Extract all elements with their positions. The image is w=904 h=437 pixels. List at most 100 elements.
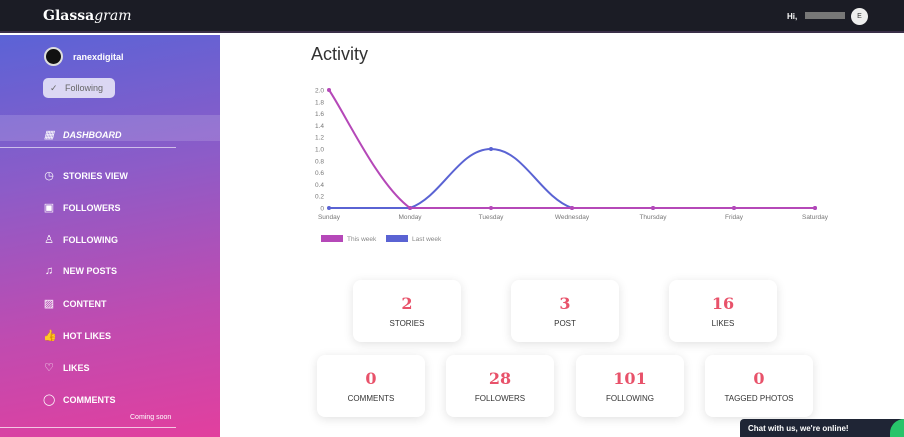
sidebar-item-label: FOLLOWERS [63, 202, 121, 213]
sidebar: ranexdigital ✓ Following ▦ DASHBOARD ◷ STORI… [0, 35, 220, 437]
sidebar-item-label: HOT LIKES [63, 330, 112, 341]
x-tick-label: Thursday [639, 214, 667, 221]
sidebar-item-label: LIKES [63, 362, 90, 373]
x-tick-label: Tuesday [479, 214, 504, 221]
sidebar-item-stories-view[interactable]: ◷ STORIES VIEW [43, 169, 128, 182]
stat-value: 0 [365, 369, 377, 388]
sidebar-item-label: CONTENT [63, 298, 107, 309]
followers-icon: ▣ [43, 202, 55, 214]
data-point [489, 206, 493, 210]
stat-card-post[interactable]: 3 POST [511, 280, 619, 342]
stat-card-likes[interactable]: 16 LIKES [669, 280, 777, 342]
sidebar-item-hot-likes[interactable]: 👍 HOT LIKES [43, 329, 111, 342]
x-tick-label: Saturday [802, 214, 829, 221]
top-bar: Glassagram Hi, E [0, 0, 904, 33]
y-tick-label: 1.8 [315, 99, 324, 106]
sidebar-item-dashboard[interactable]: ▦ DASHBOARD [43, 128, 122, 141]
sidebar-item-label: STORIES VIEW [63, 170, 128, 181]
heart-icon: ♡ [44, 362, 54, 374]
stat-value: 3 [559, 294, 571, 313]
activity-chart: 0 0.2 0.4 0.6 0.8 1.0 1.2 1.4 1.6 1.8 2.0 Sunday Mon… [315, 88, 829, 244]
user-avatar[interactable]: E [851, 8, 868, 25]
bell-icon: ♫ [44, 265, 54, 277]
stat-label: FOLLOWERS [474, 394, 526, 403]
online-indicator [890, 419, 904, 437]
series-line-this-week [328, 89, 815, 210]
dashboard-icon: ▦ [43, 129, 55, 141]
check-circle-icon: ✓ [50, 83, 58, 93]
sidebar-item-label: COMMENTS [63, 394, 116, 405]
clock-icon: ◷ [44, 170, 54, 182]
y-tick-label: 0.8 [315, 158, 324, 165]
profile-avatar [44, 47, 63, 66]
image-icon: ▨ [43, 298, 55, 310]
chat-label: Chat with us, we're online! [748, 424, 849, 433]
legend-label[interactable]: This week [347, 236, 377, 243]
sidebar-item-new-posts[interactable]: ♫ NEW POSTS [43, 265, 117, 277]
thumbs-up-icon: 👍 [43, 330, 57, 342]
stat-value: 101 [613, 369, 647, 388]
stat-label: STORIES [389, 319, 425, 328]
data-point [327, 206, 331, 210]
logo[interactable]: Glassagram [43, 8, 131, 24]
y-tick-label: 2.0 [315, 88, 324, 95]
sidebar-item-content[interactable]: ▨ CONTENT [43, 297, 107, 310]
data-point [408, 206, 412, 210]
greeting: Hi, [787, 12, 798, 21]
sidebar-item-comments[interactable]: ◯ COMMENTS [43, 393, 116, 406]
stat-value: 16 [711, 294, 735, 313]
logo-text: Glassa [43, 8, 95, 24]
x-tick-label: Wednesday [555, 214, 590, 221]
y-tick-label: 1.0 [315, 147, 324, 154]
stat-label: LIKES [711, 319, 735, 328]
sidebar-item-followers[interactable]: ▣ FOLLOWERS [43, 201, 121, 214]
user-icon: ♙ [44, 234, 54, 246]
stat-label: COMMENTS [347, 394, 395, 403]
sidebar-item-label: DASHBOARD [63, 129, 122, 140]
sidebar-item-label: FOLLOWING [63, 234, 118, 245]
divider [0, 147, 176, 148]
stat-card-stories[interactable]: 2 STORIES [353, 280, 461, 342]
stat-label: POST [554, 319, 576, 328]
stat-card-following[interactable]: 101 FOLLOWING [576, 355, 684, 417]
y-tick-label: 1.4 [315, 123, 324, 130]
profile-username: ranexdigital [73, 52, 124, 62]
legend-label[interactable]: Last week [412, 236, 442, 243]
y-tick-label: 0.6 [315, 170, 324, 177]
stat-label: TAGGED PHOTOS [724, 394, 794, 403]
chat-widget[interactable]: Chat with us, we're online! [740, 419, 904, 437]
sidebar-item-label: NEW POSTS [63, 266, 118, 276]
coming-soon-label: Coming soon [130, 414, 172, 421]
y-tick-label: 1.2 [315, 135, 324, 142]
y-tick-label: 0 [320, 206, 324, 213]
y-tick-label: 0.2 [315, 194, 324, 201]
dashboard-highlight [0, 115, 220, 141]
comment-icon: ◯ [43, 394, 56, 406]
sidebar-item-following[interactable]: ♙ FOLLOWING [43, 233, 118, 246]
following-label: Following [65, 83, 104, 93]
page-title: Activity [311, 44, 369, 64]
stat-card-comments[interactable]: 0 COMMENTS [317, 355, 425, 417]
redacted-username [805, 12, 845, 19]
divider [0, 427, 176, 428]
stat-value: 28 [488, 369, 512, 388]
legend-swatch [321, 235, 343, 242]
x-tick-label: Monday [398, 214, 422, 221]
x-tick-label: Sunday [318, 214, 341, 221]
data-point [489, 147, 493, 151]
sidebar-item-likes[interactable]: ♡ LIKES [43, 361, 90, 374]
x-tick-label: Friday [725, 214, 744, 221]
y-tick-label: 0.4 [315, 182, 324, 189]
stat-card-tagged-photos[interactable]: 0 TAGGED PHOTOS [705, 355, 813, 417]
data-point [570, 206, 574, 210]
legend-swatch [386, 235, 408, 242]
data-point [813, 206, 817, 210]
following-button[interactable]: ✓ Following [43, 78, 115, 98]
y-tick-label: 1.6 [315, 111, 324, 118]
data-point [732, 206, 736, 210]
data-point [327, 88, 331, 92]
series-line-last-week [328, 147, 815, 210]
stat-card-followers[interactable]: 28 FOLLOWERS [446, 355, 554, 417]
stat-value: 2 [401, 294, 413, 313]
stat-label: FOLLOWING [605, 394, 654, 403]
